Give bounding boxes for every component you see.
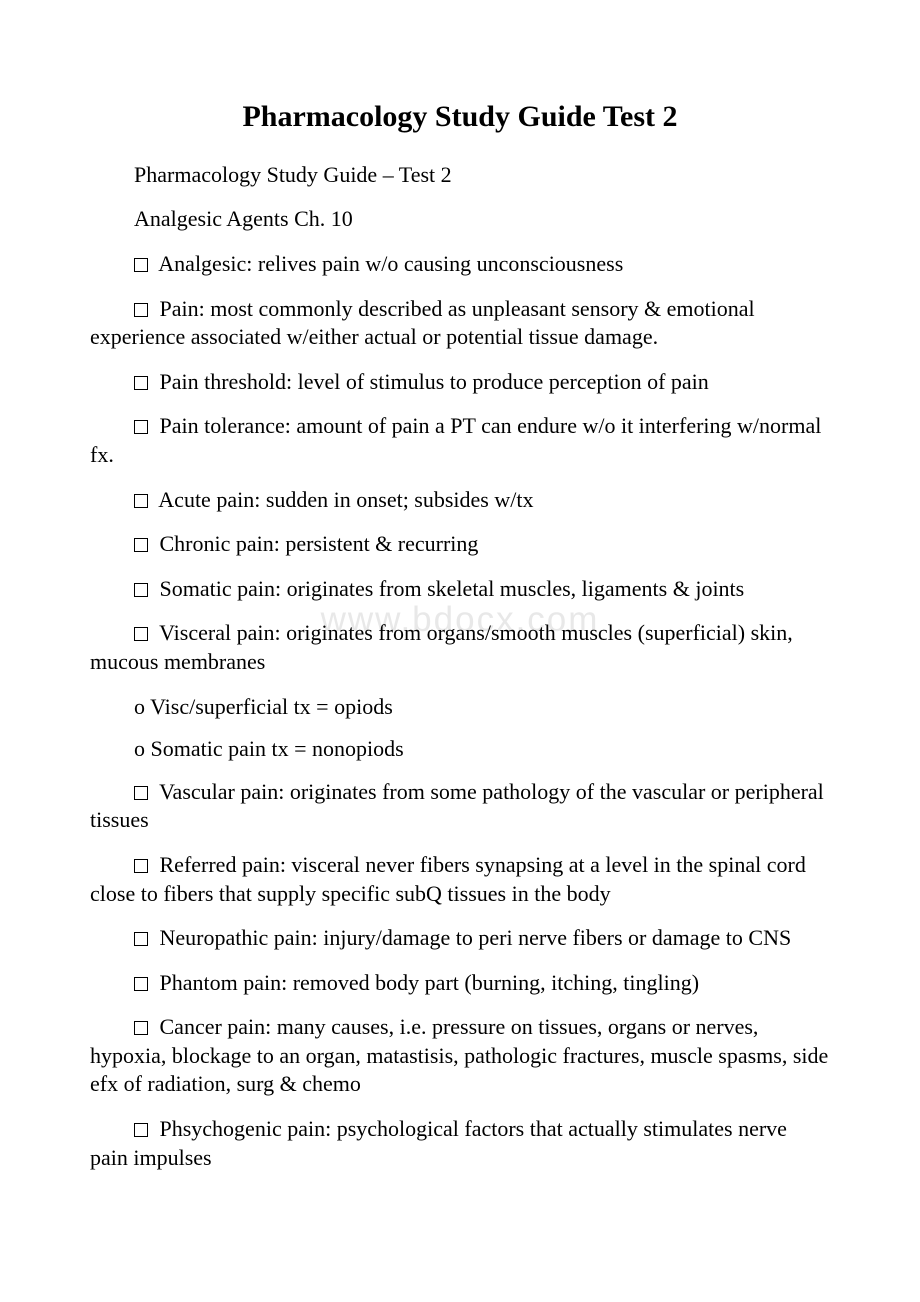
- list-item: Pain: most commonly described as unpleas…: [90, 295, 830, 352]
- checkbox-icon: [134, 303, 148, 317]
- checkbox-icon: [134, 376, 148, 390]
- item-text: Phantom pain: removed body part (burning…: [160, 970, 700, 995]
- list-item: Phsychogenic pain: psychological factors…: [90, 1115, 830, 1172]
- list-item: Phantom pain: removed body part (burning…: [90, 969, 830, 998]
- list-item: Vascular pain: originates from some path…: [90, 778, 830, 835]
- checkbox-icon: [134, 258, 148, 272]
- list-item: Acute pain: sudden in onset; subsides w/…: [90, 486, 830, 515]
- item-text: Vascular pain: originates from some path…: [90, 779, 824, 833]
- checkbox-icon: [134, 932, 148, 946]
- list-item: Pain threshold: level of stimulus to pro…: [90, 368, 830, 397]
- item-text: Cancer pain: many causes, i.e. pressure …: [90, 1014, 828, 1096]
- document-title: Pharmacology Study Guide Test 2: [90, 100, 830, 134]
- checkbox-icon: [134, 583, 148, 597]
- sub-list-item: o Visc/superficial tx = opiods: [90, 693, 830, 722]
- item-text: Chronic pain: persistent & recurring: [160, 531, 479, 556]
- chapter-heading: Analgesic Agents Ch. 10: [90, 206, 830, 232]
- item-text: Referred pain: visceral never fibers syn…: [90, 852, 806, 906]
- item-text: Somatic pain: originates from skeletal m…: [160, 576, 745, 601]
- checkbox-icon: [134, 627, 148, 641]
- item-text: Phsychogenic pain: psychological factors…: [90, 1116, 787, 1170]
- checkbox-icon: [134, 494, 148, 508]
- checkbox-icon: [134, 786, 148, 800]
- checkbox-icon: [134, 538, 148, 552]
- checkbox-icon: [134, 1021, 148, 1035]
- checkbox-icon: [134, 1123, 148, 1137]
- item-text: Visceral pain: originates from organs/sm…: [90, 620, 793, 674]
- sub-list-item: o Somatic pain tx = nonopiods: [90, 735, 830, 764]
- item-text: Acute pain: sudden in onset; subsides w/…: [158, 487, 533, 512]
- item-text: Analgesic: relives pain w/o causing unco…: [158, 251, 623, 276]
- checkbox-icon: [134, 859, 148, 873]
- list-item: Visceral pain: originates from organs/sm…: [90, 619, 830, 676]
- list-item: Referred pain: visceral never fibers syn…: [90, 851, 830, 908]
- document-subtitle: Pharmacology Study Guide – Test 2: [90, 162, 830, 188]
- list-item: Pain tolerance: amount of pain a PT can …: [90, 412, 830, 469]
- item-text: Pain: most commonly described as unpleas…: [90, 296, 755, 350]
- list-item: Analgesic: relives pain w/o causing unco…: [90, 250, 830, 279]
- list-item: Neuropathic pain: injury/damage to peri …: [90, 924, 830, 953]
- checkbox-icon: [134, 977, 148, 991]
- checkbox-icon: [134, 420, 148, 434]
- list-item: Chronic pain: persistent & recurring: [90, 530, 830, 559]
- item-text: Pain tolerance: amount of pain a PT can …: [90, 413, 821, 467]
- list-item: Somatic pain: originates from skeletal m…: [90, 575, 830, 604]
- list-item: Cancer pain: many causes, i.e. pressure …: [90, 1013, 830, 1099]
- item-text: Neuropathic pain: injury/damage to peri …: [160, 925, 792, 950]
- item-text: Pain threshold: level of stimulus to pro…: [160, 369, 709, 394]
